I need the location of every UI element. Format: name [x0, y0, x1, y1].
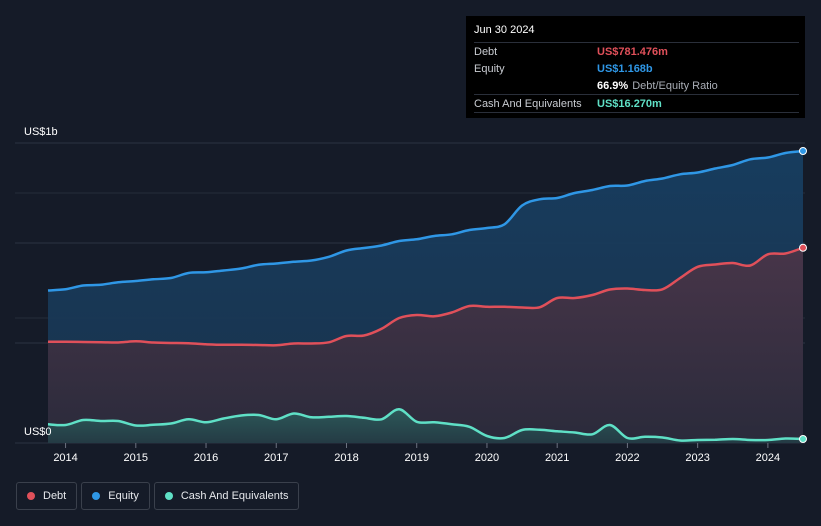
x-tick-label: 2020 — [475, 452, 499, 464]
tooltip-equity-label: Equity — [474, 62, 505, 75]
tooltip-panel: Jun 30 2024 Debt US$781.476m Equity US$1… — [466, 16, 805, 118]
tooltip-ratio-label: Debt/Equity Ratio — [632, 79, 718, 92]
x-axis-ticks: 2014 2015 2016 2017 2018 2019 2020 2021 2022 2023… — [53, 443, 780, 464]
legend-cash-label: Cash And Equivalents — [180, 490, 289, 502]
cash-line — [47, 408, 804, 442]
cash-end-marker — [799, 435, 807, 443]
debt-area — [48, 247, 803, 443]
x-tick-label: 2018 — [334, 452, 358, 464]
y-axis-top-label: US$1b — [24, 126, 58, 138]
debt-line — [47, 246, 804, 347]
series-areas — [48, 151, 803, 443]
tooltip-cash-label: Cash And Equivalents — [474, 97, 582, 110]
legend-item-debt[interactable]: Debt — [16, 482, 78, 510]
tooltip-date: Jun 30 2024 — [474, 24, 535, 36]
tooltip-ratio-value: 66.9% — [597, 79, 629, 92]
x-tick-label: 2023 — [685, 452, 709, 464]
legend-cash-dot — [164, 492, 173, 500]
tooltip-row-cash: Cash And Equivalents US$16.270m — [474, 94, 799, 113]
legend-debt-dot — [27, 492, 35, 500]
equity-end-marker — [799, 147, 807, 155]
x-tick-label: 2024 — [756, 452, 780, 464]
tooltip-debt-label: Debt — [474, 45, 498, 58]
tooltip-row-equity: Equity US$1.168b — [474, 60, 799, 77]
x-tick-label: 2017 — [264, 452, 288, 464]
x-tick-label: 2014 — [53, 452, 77, 464]
tooltip-equity-value: US$1.168b — [597, 62, 653, 75]
equity-line — [47, 149, 804, 292]
tooltip-cash-value: US$16.270m — [597, 97, 662, 110]
legend-debt-label: Debt — [43, 490, 67, 502]
legend-item-cash[interactable]: Cash And Equivalents — [153, 482, 300, 510]
legend-item-equity[interactable]: Equity — [81, 482, 150, 510]
debt-end-marker — [799, 243, 807, 252]
tooltip-row-ratio: 66.9% Debt/Equity Ratio — [474, 77, 799, 94]
tooltip-debt-value: US$781.476m — [597, 45, 668, 58]
chart-legend: Debt Equity Cash And Equivalents — [16, 482, 300, 510]
x-tick-label: 2015 — [124, 452, 148, 464]
x-tick-label: 2021 — [545, 452, 569, 464]
axes: US$1b US$0 — [24, 126, 58, 438]
legend-equity-label: Equity — [108, 490, 139, 502]
y-axis-bottom-label: US$0 — [24, 426, 52, 438]
x-tick-label: 2016 — [194, 452, 218, 464]
legend-equity-dot — [92, 492, 101, 500]
series-lines — [47, 149, 804, 442]
tooltip-row-debt: Debt US$781.476m — [474, 42, 799, 60]
x-tick-label: 2022 — [615, 452, 639, 464]
x-tick-label: 2019 — [404, 452, 428, 464]
end-markers — [799, 147, 807, 443]
cash-area — [48, 409, 803, 443]
